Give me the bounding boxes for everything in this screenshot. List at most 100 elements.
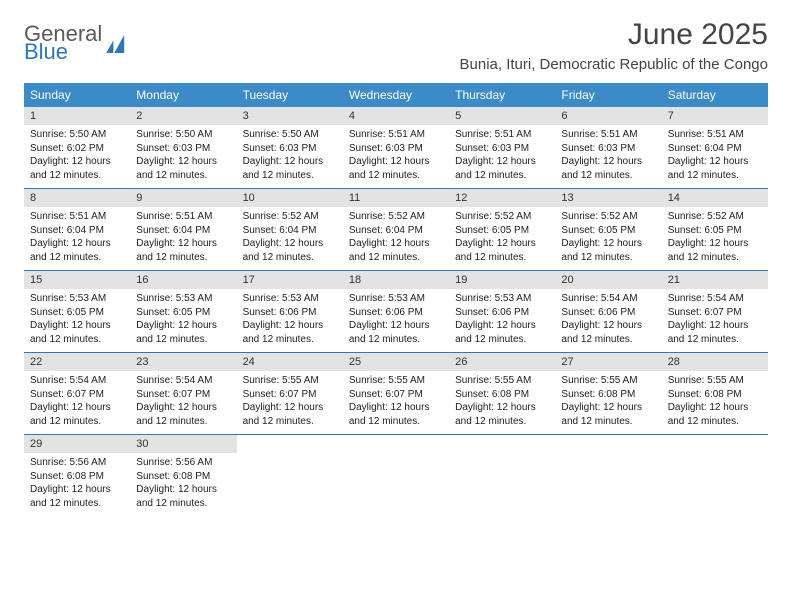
day-number: 22	[24, 353, 130, 371]
sunset-line: Sunset: 6:03 PM	[349, 142, 443, 156]
sunrise-line: Sunrise: 5:53 AM	[455, 292, 549, 306]
month-title: June 2025	[460, 18, 769, 52]
day-cell: 26Sunrise: 5:55 AMSunset: 6:08 PMDayligh…	[449, 353, 555, 434]
day-number: 28	[662, 353, 768, 371]
day-details: Sunrise: 5:55 AMSunset: 6:07 PMDaylight:…	[343, 371, 449, 434]
weekday-header: Monday	[130, 83, 236, 107]
daylight-line: Daylight: 12 hours and 12 minutes.	[668, 237, 762, 264]
sunrise-line: Sunrise: 5:52 AM	[561, 210, 655, 224]
day-number: 2	[130, 107, 236, 125]
day-cell	[237, 435, 343, 516]
daylight-line: Daylight: 12 hours and 12 minutes.	[349, 319, 443, 346]
day-cell	[662, 435, 768, 516]
brand-mark-icon	[106, 35, 128, 53]
week-row: 1Sunrise: 5:50 AMSunset: 6:02 PMDaylight…	[24, 107, 768, 189]
sunset-line: Sunset: 6:03 PM	[455, 142, 549, 156]
sunrise-line: Sunrise: 5:50 AM	[243, 128, 337, 142]
location-subtitle: Bunia, Ituri, Democratic Republic of the…	[460, 56, 769, 73]
daylight-line: Daylight: 12 hours and 12 minutes.	[561, 319, 655, 346]
sunrise-line: Sunrise: 5:56 AM	[30, 456, 124, 470]
day-cell: 27Sunrise: 5:55 AMSunset: 6:08 PMDayligh…	[555, 353, 661, 434]
daylight-line: Daylight: 12 hours and 12 minutes.	[668, 319, 762, 346]
sunrise-line: Sunrise: 5:51 AM	[668, 128, 762, 142]
sunset-line: Sunset: 6:07 PM	[349, 388, 443, 402]
sunrise-line: Sunrise: 5:50 AM	[30, 128, 124, 142]
sunset-line: Sunset: 6:06 PM	[455, 306, 549, 320]
day-number: 7	[662, 107, 768, 125]
day-cell: 4Sunrise: 5:51 AMSunset: 6:03 PMDaylight…	[343, 107, 449, 188]
day-number: 27	[555, 353, 661, 371]
day-cell: 10Sunrise: 5:52 AMSunset: 6:04 PMDayligh…	[237, 189, 343, 270]
day-number: 8	[24, 189, 130, 207]
sunrise-line: Sunrise: 5:51 AM	[136, 210, 230, 224]
day-cell: 11Sunrise: 5:52 AMSunset: 6:04 PMDayligh…	[343, 189, 449, 270]
daylight-line: Daylight: 12 hours and 12 minutes.	[243, 401, 337, 428]
sunrise-line: Sunrise: 5:53 AM	[243, 292, 337, 306]
daylight-line: Daylight: 12 hours and 12 minutes.	[30, 401, 124, 428]
day-cell: 25Sunrise: 5:55 AMSunset: 6:07 PMDayligh…	[343, 353, 449, 434]
day-cell: 19Sunrise: 5:53 AMSunset: 6:06 PMDayligh…	[449, 271, 555, 352]
weeks-container: 1Sunrise: 5:50 AMSunset: 6:02 PMDaylight…	[24, 107, 768, 516]
day-number: 20	[555, 271, 661, 289]
sunset-line: Sunset: 6:08 PM	[136, 470, 230, 484]
sunrise-line: Sunrise: 5:55 AM	[243, 374, 337, 388]
sunrise-line: Sunrise: 5:52 AM	[243, 210, 337, 224]
day-details: Sunrise: 5:54 AMSunset: 6:07 PMDaylight:…	[130, 371, 236, 434]
sunset-line: Sunset: 6:06 PM	[243, 306, 337, 320]
day-details: Sunrise: 5:52 AMSunset: 6:05 PMDaylight:…	[449, 207, 555, 270]
day-cell: 7Sunrise: 5:51 AMSunset: 6:04 PMDaylight…	[662, 107, 768, 188]
day-cell: 28Sunrise: 5:55 AMSunset: 6:08 PMDayligh…	[662, 353, 768, 434]
day-cell: 14Sunrise: 5:52 AMSunset: 6:05 PMDayligh…	[662, 189, 768, 270]
daylight-line: Daylight: 12 hours and 12 minutes.	[349, 401, 443, 428]
sunrise-line: Sunrise: 5:52 AM	[349, 210, 443, 224]
day-cell: 2Sunrise: 5:50 AMSunset: 6:03 PMDaylight…	[130, 107, 236, 188]
day-number: 14	[662, 189, 768, 207]
sunset-line: Sunset: 6:04 PM	[136, 224, 230, 238]
day-cell: 12Sunrise: 5:52 AMSunset: 6:05 PMDayligh…	[449, 189, 555, 270]
sunset-line: Sunset: 6:07 PM	[30, 388, 124, 402]
week-row: 22Sunrise: 5:54 AMSunset: 6:07 PMDayligh…	[24, 353, 768, 435]
sunset-line: Sunset: 6:07 PM	[668, 306, 762, 320]
daylight-line: Daylight: 12 hours and 12 minutes.	[243, 237, 337, 264]
daylight-line: Daylight: 12 hours and 12 minutes.	[30, 155, 124, 182]
week-row: 8Sunrise: 5:51 AMSunset: 6:04 PMDaylight…	[24, 189, 768, 271]
sunrise-line: Sunrise: 5:52 AM	[668, 210, 762, 224]
day-cell: 24Sunrise: 5:55 AMSunset: 6:07 PMDayligh…	[237, 353, 343, 434]
day-details: Sunrise: 5:55 AMSunset: 6:08 PMDaylight:…	[662, 371, 768, 434]
sunrise-line: Sunrise: 5:51 AM	[455, 128, 549, 142]
sunrise-line: Sunrise: 5:50 AM	[136, 128, 230, 142]
sunset-line: Sunset: 6:05 PM	[561, 224, 655, 238]
sunrise-line: Sunrise: 5:55 AM	[349, 374, 443, 388]
day-cell: 22Sunrise: 5:54 AMSunset: 6:07 PMDayligh…	[24, 353, 130, 434]
sunrise-line: Sunrise: 5:55 AM	[455, 374, 549, 388]
day-details: Sunrise: 5:55 AMSunset: 6:08 PMDaylight:…	[449, 371, 555, 434]
day-number: 30	[130, 435, 236, 453]
day-details: Sunrise: 5:52 AMSunset: 6:05 PMDaylight:…	[555, 207, 661, 270]
weekday-header: Thursday	[449, 83, 555, 107]
day-details: Sunrise: 5:53 AMSunset: 6:06 PMDaylight:…	[343, 289, 449, 352]
sunrise-line: Sunrise: 5:53 AM	[136, 292, 230, 306]
sunrise-line: Sunrise: 5:54 AM	[30, 374, 124, 388]
calendar-page: General Blue June 2025 Bunia, Ituri, Dem…	[0, 0, 792, 534]
weekday-header: Sunday	[24, 83, 130, 107]
sunrise-line: Sunrise: 5:54 AM	[561, 292, 655, 306]
sunset-line: Sunset: 6:04 PM	[243, 224, 337, 238]
day-cell	[343, 435, 449, 516]
day-details: Sunrise: 5:54 AMSunset: 6:07 PMDaylight:…	[24, 371, 130, 434]
sunset-line: Sunset: 6:08 PM	[561, 388, 655, 402]
day-details: Sunrise: 5:53 AMSunset: 6:05 PMDaylight:…	[24, 289, 130, 352]
day-details: Sunrise: 5:51 AMSunset: 6:04 PMDaylight:…	[662, 125, 768, 188]
weekday-header-row: SundayMondayTuesdayWednesdayThursdayFrid…	[24, 83, 768, 107]
day-cell: 29Sunrise: 5:56 AMSunset: 6:08 PMDayligh…	[24, 435, 130, 516]
day-details: Sunrise: 5:53 AMSunset: 6:05 PMDaylight:…	[130, 289, 236, 352]
page-header: General Blue June 2025 Bunia, Ituri, Dem…	[24, 18, 768, 73]
day-cell: 15Sunrise: 5:53 AMSunset: 6:05 PMDayligh…	[24, 271, 130, 352]
day-details: Sunrise: 5:50 AMSunset: 6:03 PMDaylight:…	[237, 125, 343, 188]
daylight-line: Daylight: 12 hours and 12 minutes.	[243, 155, 337, 182]
day-cell: 5Sunrise: 5:51 AMSunset: 6:03 PMDaylight…	[449, 107, 555, 188]
sunset-line: Sunset: 6:07 PM	[136, 388, 230, 402]
sunset-line: Sunset: 6:05 PM	[30, 306, 124, 320]
day-number: 23	[130, 353, 236, 371]
day-cell: 8Sunrise: 5:51 AMSunset: 6:04 PMDaylight…	[24, 189, 130, 270]
day-details: Sunrise: 5:54 AMSunset: 6:07 PMDaylight:…	[662, 289, 768, 352]
